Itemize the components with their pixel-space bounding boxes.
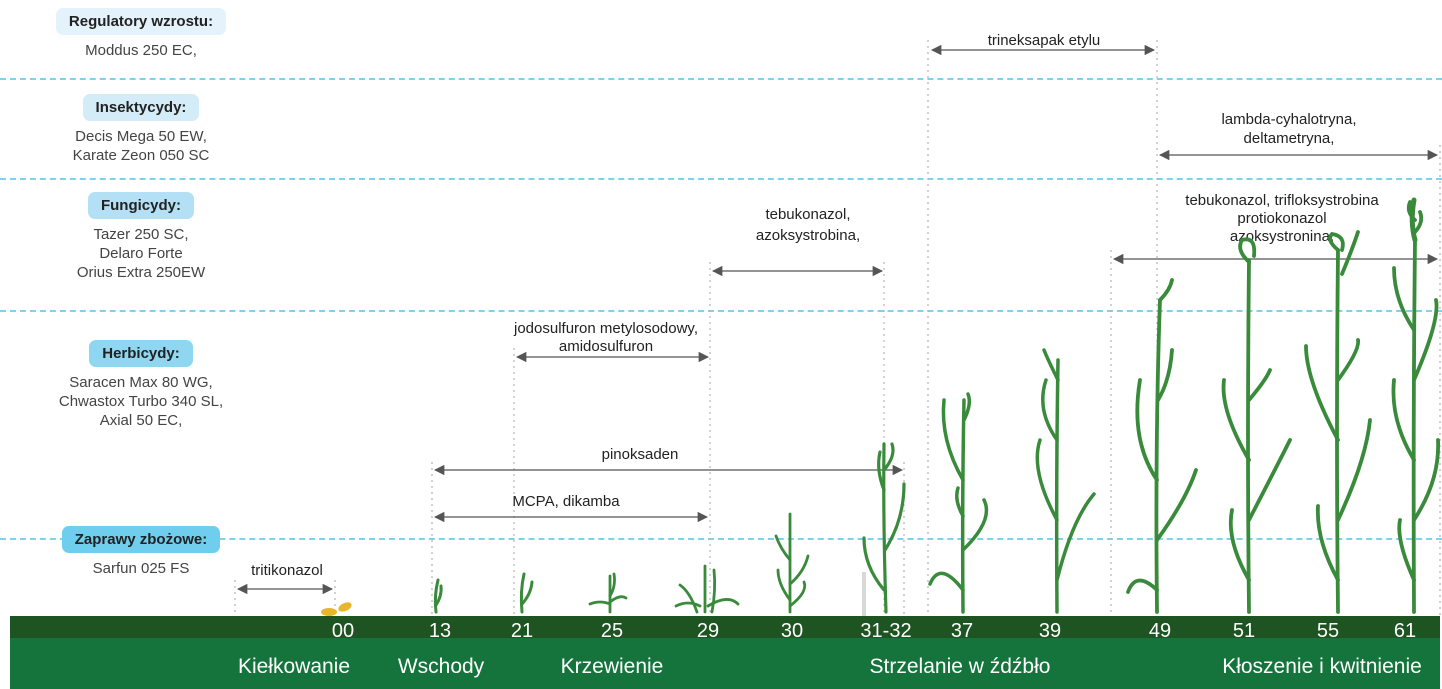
- label-pinoksaden: pinoksaden: [602, 446, 679, 463]
- phase-names: Kiełkowanie Wschody Krzewienie Strzelani…: [238, 655, 1422, 678]
- seedling-icon: [519, 572, 534, 614]
- heading-plant-icon: [1304, 230, 1372, 614]
- plants: [321, 197, 1441, 616]
- phase-label: Wschody: [398, 655, 485, 678]
- stage-label: 30: [781, 620, 803, 642]
- stage-label: 51: [1233, 620, 1255, 642]
- category-seed-treatments: Zaprawy zbożowe: Sarfun 025 FS: [46, 526, 236, 578]
- stake-icon: [862, 572, 866, 616]
- seed-icon: [321, 602, 352, 616]
- seedling-icon: [433, 578, 443, 614]
- application-labels: trineksapak etylu lambda-cyhalotryna, de…: [251, 32, 1379, 579]
- label-tritikonazol: tritikonazol: [251, 562, 323, 579]
- category-badge: Insektycydy:: [82, 94, 200, 121]
- label-azoksystronina: azoksystronina,: [1230, 228, 1334, 245]
- stage-label: 00: [332, 620, 354, 642]
- heading-plant-icon: [1221, 237, 1292, 614]
- stem-plant-icon: [774, 512, 810, 614]
- stage-label: 39: [1039, 620, 1061, 642]
- stem-plant-icon: [862, 442, 906, 614]
- label-azoksystrobina: azoksystrobina,: [756, 227, 860, 244]
- phase-bar: [10, 638, 1440, 689]
- stage-label: 21: [511, 620, 533, 642]
- stage-label: 37: [951, 620, 973, 642]
- stage-numbers: 00 13 21 25 29 30 31-32 37 39 49 51 55 6…: [332, 620, 1416, 642]
- category-badge: Regulatory wzrostu:: [55, 8, 227, 35]
- application-arrows: [236, 44, 1439, 595]
- category-products: Moddus 250 EC,: [85, 42, 197, 59]
- stem-plant-icon: [1126, 278, 1198, 614]
- stage-label: 49: [1149, 620, 1171, 642]
- phase-label: Kiełkowanie: [238, 655, 350, 678]
- label-trineksapak: trineksapak etylu: [988, 32, 1101, 49]
- stage-label: 61: [1394, 620, 1416, 642]
- label-tebukonazol-trifloksystrobina: tebukonazol, trifloksystrobina: [1185, 192, 1379, 209]
- separator-4: [0, 538, 1442, 540]
- label-jodosulfuron: jodosulfuron metylosodowy,: [513, 320, 698, 337]
- stage-label: 55: [1317, 620, 1339, 642]
- phase-label: Krzewienie: [561, 655, 664, 678]
- category-products: Sarfun 025 FS: [92, 560, 190, 577]
- separator-1: [0, 78, 1442, 80]
- category-products: Decis Mega 50 EW, Karate Zeon 050 SC: [72, 128, 210, 164]
- category-fungicides: Fungicydy: Tazer 250 SC, Delaro Forte Or…: [46, 192, 236, 282]
- category-herbicides: Herbicydy: Saracen Max 80 WG, Chwastox T…: [46, 340, 236, 430]
- category-products: Saracen Max 80 WG, Chwastox Turbo 340 SL…: [58, 374, 224, 429]
- tillering-plant-icon: [674, 564, 740, 614]
- stage-label: 29: [697, 620, 719, 642]
- label-lambda-cyhalotryna: lambda-cyhalotryna,: [1221, 111, 1356, 128]
- phase-label: Strzelanie w źdźbło: [870, 655, 1051, 678]
- label-tebukonazol: tebukonazol,: [765, 206, 850, 223]
- separator-3: [0, 310, 1442, 312]
- label-deltametryna: deltametryna,: [1244, 130, 1335, 147]
- stage-label: 31-32: [860, 620, 911, 642]
- label-amidosulfuron: amidosulfuron: [559, 338, 653, 355]
- tillering-plant-icon: [588, 572, 628, 614]
- category-insecticides: Insektycydy: Decis Mega 50 EW, Karate Ze…: [46, 94, 236, 165]
- stem-plant-icon: [928, 392, 989, 614]
- phase-label: Kłoszenie i kwitnienie: [1222, 655, 1422, 678]
- separator-2: [0, 178, 1442, 180]
- stage-bar: [10, 616, 1440, 638]
- category-badge: Fungicydy:: [87, 192, 194, 219]
- category-growth-regulators: Regulatory wzrostu: Moddus 250 EC,: [46, 8, 236, 60]
- stem-plant-icon: [1035, 348, 1096, 614]
- category-badge: Herbicydy:: [89, 340, 193, 367]
- flowering-plant-icon: [1391, 197, 1441, 614]
- label-protiokonazol: protiokonazol: [1237, 210, 1326, 227]
- category-products: Tazer 250 SC, Delaro Forte Orius Extra 2…: [76, 226, 206, 281]
- stage-label: 25: [601, 620, 623, 642]
- category-badge: Zaprawy zbożowe:: [61, 526, 221, 553]
- label-mcpa-dikamba: MCPA, dikamba: [512, 493, 620, 510]
- stage-label: 13: [429, 620, 451, 642]
